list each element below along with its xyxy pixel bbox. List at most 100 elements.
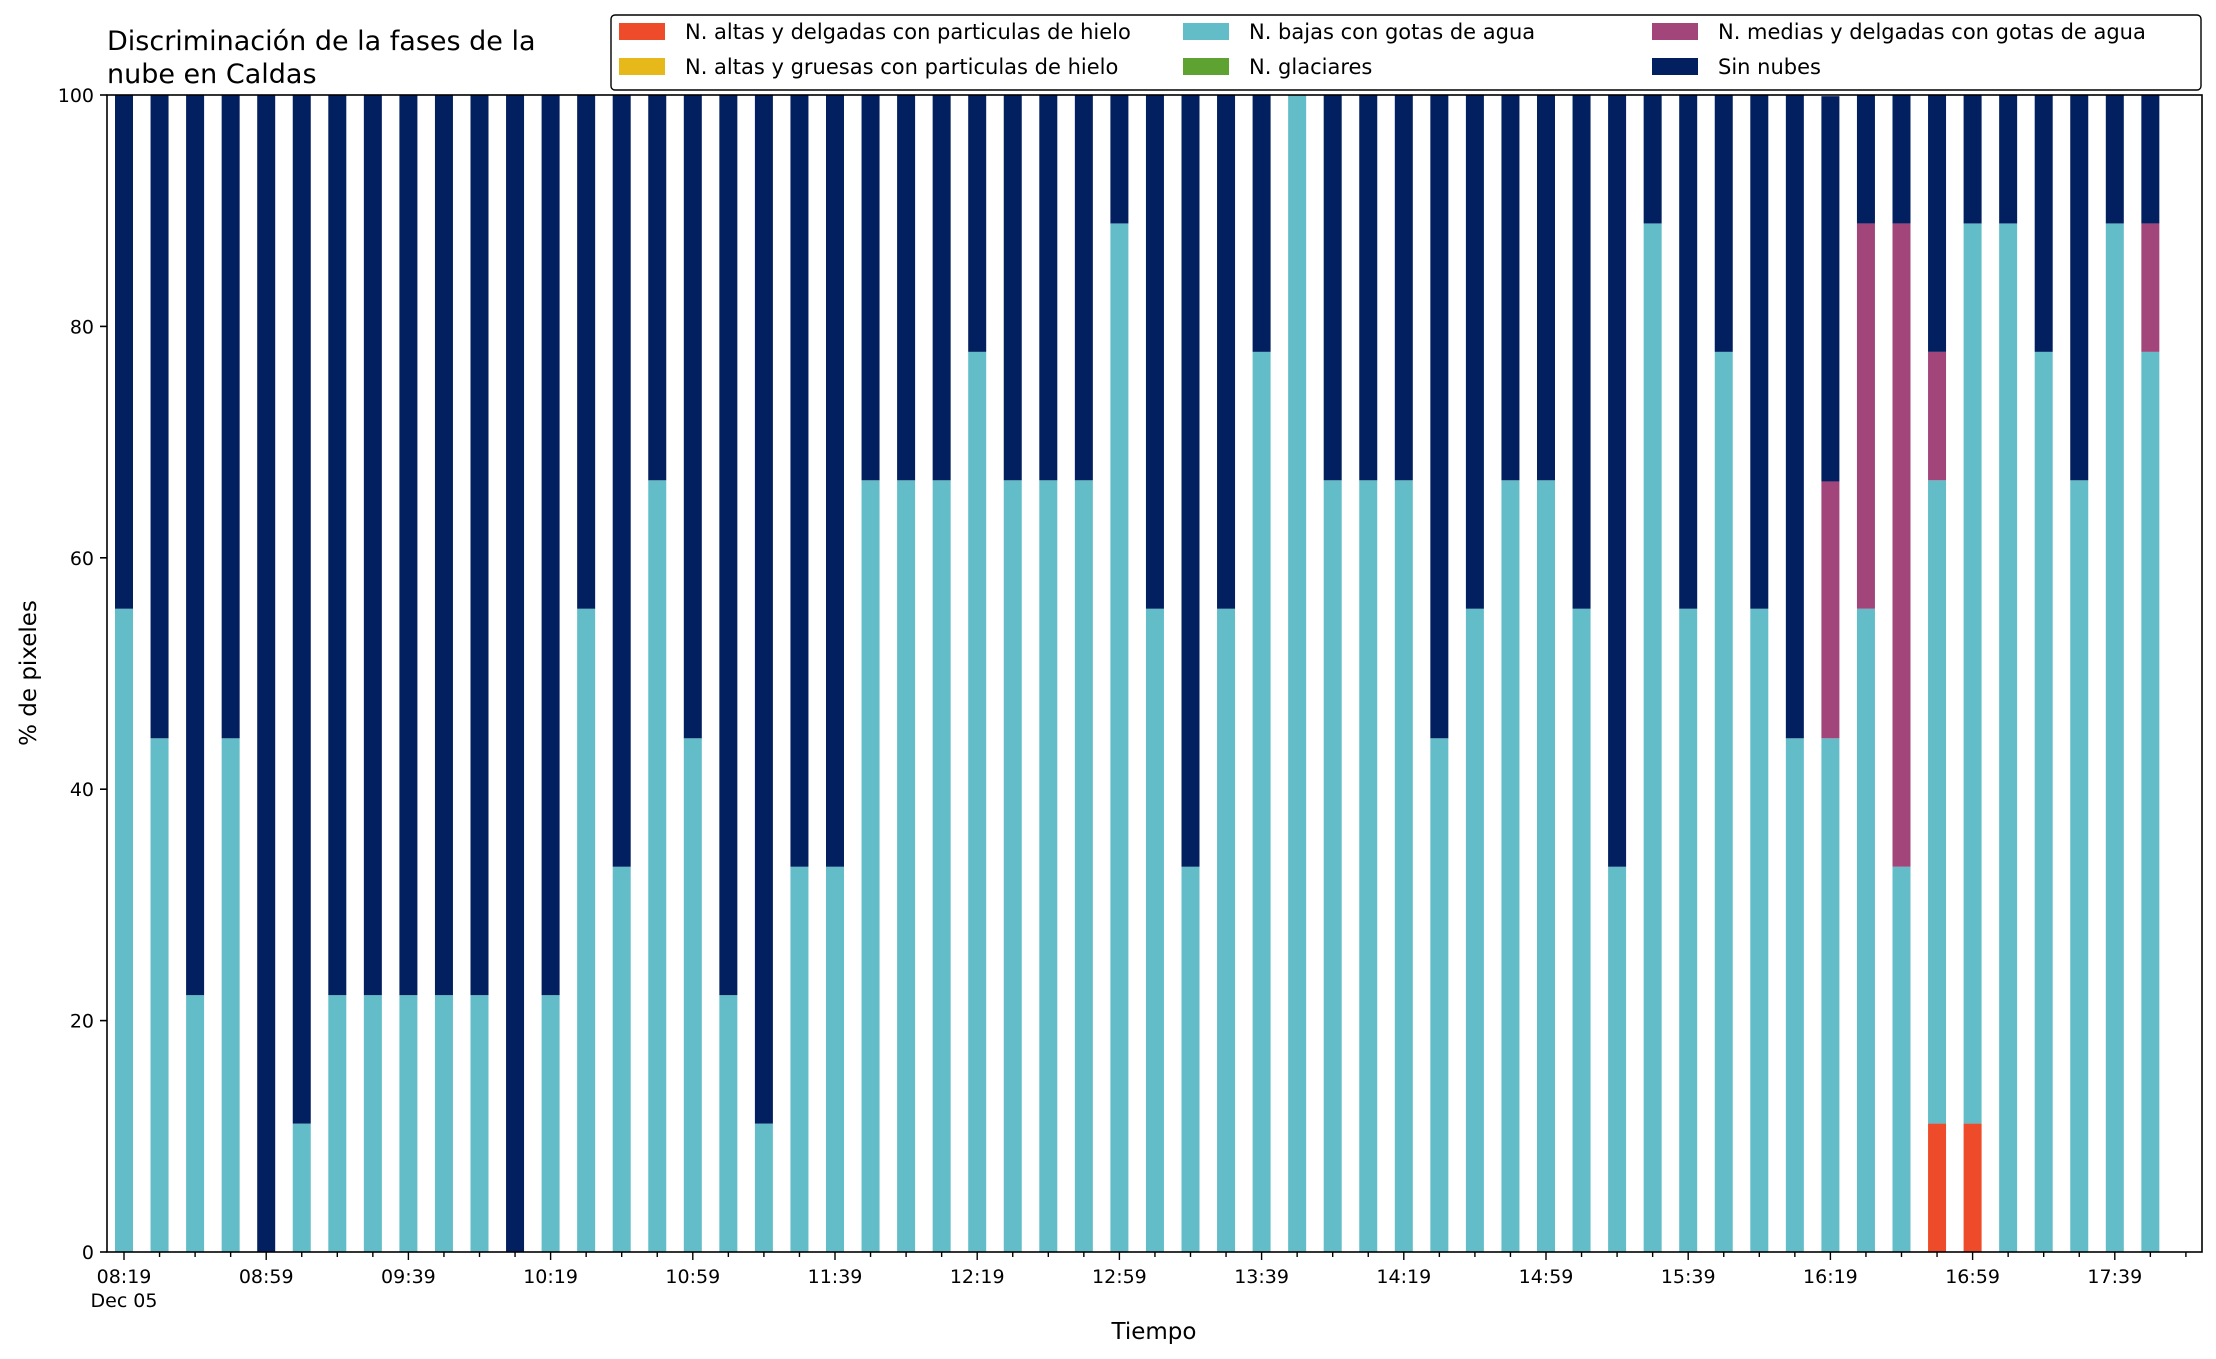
- bar-segment: [1217, 608, 1236, 1252]
- bar-segment: [683, 95, 702, 739]
- bar-segment: [1501, 480, 1520, 1252]
- bar-segment: [897, 95, 916, 481]
- bar-segment: [150, 738, 169, 1252]
- bar-segment: [1465, 95, 1484, 609]
- bar-segment: [1643, 223, 1662, 1253]
- legend-label: N. glaciares: [1249, 55, 1372, 79]
- bar-segment: [1110, 95, 1129, 224]
- bar-segment: [434, 95, 453, 996]
- bar-segment: [1750, 608, 1769, 1252]
- bar-segment: [1181, 95, 1200, 867]
- bar-segment: [2105, 95, 2124, 224]
- bar-segment: [2070, 480, 2089, 1252]
- bar-segment: [754, 1123, 773, 1252]
- bar-segment: [1963, 1123, 1982, 1252]
- y-axis: 0 20 40 60 80 100: [58, 85, 107, 1264]
- bar-segment: [1465, 608, 1484, 1252]
- bar-segment: [399, 95, 418, 996]
- bar-segment: [612, 866, 631, 1252]
- bar-segment: [434, 995, 453, 1252]
- legend-swatch: [1652, 23, 1698, 40]
- bar-segment: [1537, 95, 1555, 481]
- x-tick-label: 08:59: [239, 1266, 294, 1288]
- x-tick-label: 08:19: [97, 1266, 152, 1288]
- x-tick-label: 15:39: [1661, 1266, 1716, 1288]
- bar-segment: [1679, 95, 1698, 609]
- bar-segment: [1110, 223, 1129, 1253]
- bar-segment: [115, 608, 133, 1252]
- y-tick-label: 0: [82, 1242, 94, 1264]
- bar-segment: [506, 95, 525, 1252]
- bar-segment: [1608, 866, 1627, 1252]
- chart-title-line: Discriminación de la fases de la: [107, 26, 536, 57]
- bar-segment: [1856, 95, 1875, 224]
- x-tick-label: 16:19: [1803, 1266, 1858, 1288]
- x-axis: 08:19 08:59 09:39 10:19 10:59 11:39 12:19 12:59…: [91, 1252, 2187, 1312]
- bar-segment: [1928, 95, 1947, 352]
- bar-segment: [186, 995, 205, 1252]
- bar-segment: [1252, 351, 1271, 1253]
- bar-segment: [1501, 95, 1520, 481]
- bar-segment: [1963, 223, 1982, 1124]
- bar-segment: [1928, 480, 1947, 1124]
- y-tick-label: 40: [70, 779, 94, 801]
- bar-segment: [1892, 95, 1911, 224]
- bar-segment: [1288, 95, 1307, 1252]
- bar-segment: [790, 866, 809, 1252]
- bar-segment: [1608, 95, 1627, 867]
- bar-segment: [292, 1123, 311, 1252]
- bar-segment: [1714, 95, 1733, 352]
- bar-segment: [1750, 95, 1769, 609]
- bar-segment: [2034, 351, 2053, 1253]
- x-date-label: Dec 05: [91, 1290, 158, 1312]
- x-tick-label: 11:39: [808, 1266, 863, 1288]
- bar-segment: [1039, 480, 1058, 1252]
- bar-segment: [1323, 480, 1342, 1252]
- y-tick-label: 80: [70, 316, 94, 338]
- bar-segment: [221, 95, 240, 739]
- bar-segment: [1537, 480, 1555, 1252]
- legend-label: N. medias y delgadas con gotas de agua: [1718, 20, 2146, 44]
- bar-segment: [399, 995, 418, 1252]
- bar-segment: [826, 866, 844, 1252]
- bar-segment: [577, 608, 596, 1252]
- bar-segment: [2070, 95, 2089, 481]
- legend-swatch: [1183, 58, 1229, 75]
- x-tick-label: 17:39: [2087, 1266, 2142, 1288]
- bar-segment: [683, 738, 702, 1252]
- y-tick-label: 60: [70, 548, 94, 570]
- bar-segment: [1394, 480, 1413, 1252]
- bars-group: [115, 95, 2160, 1253]
- bar-segment: [221, 738, 240, 1252]
- bar-segment: [1323, 95, 1342, 481]
- x-tick-label: 14:19: [1376, 1266, 1431, 1288]
- x-tick-label: 12:19: [950, 1266, 1005, 1288]
- bar-segment: [1999, 223, 2018, 1253]
- bar-segment: [932, 480, 951, 1252]
- legend-label: N. bajas con gotas de agua: [1249, 20, 1535, 44]
- bar-segment: [470, 995, 489, 1252]
- bar-segment: [1643, 95, 1662, 224]
- bar-segment: [1821, 481, 1840, 739]
- bar-segment: [1572, 95, 1591, 609]
- bar-segment: [648, 95, 667, 481]
- bar-segment: [1430, 95, 1449, 739]
- bar-segment: [1430, 738, 1449, 1252]
- bar-segment: [719, 95, 738, 996]
- x-tick-label: 13:39: [1234, 1266, 1289, 1288]
- bar-segment: [328, 995, 347, 1252]
- bar-segment: [1359, 95, 1378, 481]
- legend-label: N. altas y delgadas con particulas de hi…: [685, 20, 1131, 44]
- y-axis-label: % de pixeles: [16, 600, 42, 746]
- bar-segment: [1821, 738, 1840, 1252]
- bar-segment: [1394, 95, 1413, 481]
- bar-segment: [968, 351, 987, 1253]
- bar-segment: [1963, 95, 1982, 224]
- bar-segment: [1821, 96, 1840, 482]
- bar-segment: [754, 95, 773, 1124]
- x-tick-label: 16:59: [1945, 1266, 2000, 1288]
- bar-segment: [648, 480, 667, 1252]
